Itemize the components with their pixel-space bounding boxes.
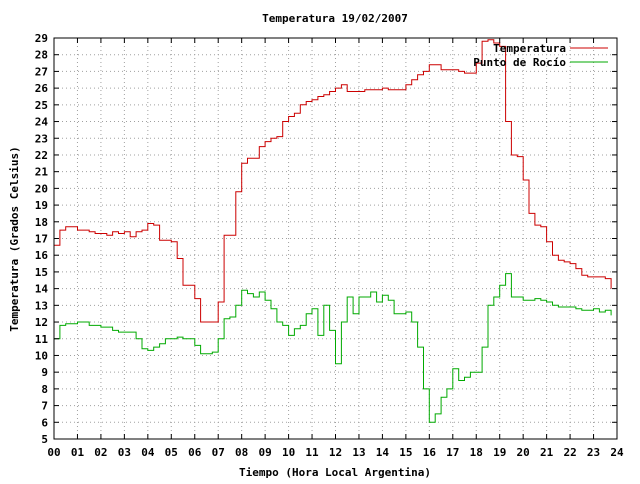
y-tick-label: 11	[35, 333, 49, 346]
x-tick-label: 00	[47, 446, 60, 459]
y-tick-label: 21	[35, 166, 49, 179]
x-tick-label: 17	[446, 446, 459, 459]
x-tick-label: 14	[376, 446, 390, 459]
y-tick-label: 9	[41, 366, 48, 379]
y-axis-label: Temperatura (Grados Celsius)	[8, 146, 21, 331]
x-tick-label: 20	[517, 446, 530, 459]
y-tick-label: 12	[35, 316, 48, 329]
y-tick-label: 22	[35, 149, 48, 162]
y-tick-label: 24	[35, 116, 49, 129]
y-tick-label: 8	[41, 383, 48, 396]
y-tick-label: 15	[35, 266, 48, 279]
y-tick-label: 25	[35, 99, 48, 112]
x-tick-label: 12	[329, 446, 342, 459]
y-tick-label: 18	[35, 216, 48, 229]
x-tick-label: 08	[235, 446, 248, 459]
y-tick-label: 14	[35, 283, 49, 296]
x-tick-label: 06	[188, 446, 202, 459]
x-tick-label: 02	[94, 446, 107, 459]
series-line-punto-de-rocio	[54, 273, 612, 423]
series-line-temperatura	[54, 39, 612, 323]
x-tick-label: 04	[141, 446, 155, 459]
series-layer	[54, 39, 612, 423]
x-tick-label: 09	[259, 446, 272, 459]
y-tick-label: 23	[35, 132, 48, 145]
x-tick-label: 23	[587, 446, 600, 459]
y-tick-label: 6	[41, 416, 48, 429]
x-tick-label: 03	[118, 446, 131, 459]
y-tick-label: 13	[35, 299, 48, 312]
x-tick-label: 01	[71, 446, 85, 459]
y-tick-label: 5	[41, 433, 48, 446]
x-tick-label: 21	[540, 446, 554, 459]
ticks: 00 01 02 03 04 05 06 07 08 09 10 11 12 13 14 15 16 17 18 19…	[35, 32, 624, 459]
x-tick-label: 24	[610, 446, 624, 459]
y-tick-label: 16	[35, 249, 49, 262]
chart-title: Temperatura 19/02/2007	[262, 12, 408, 25]
x-tick-label: 16	[423, 446, 437, 459]
x-tick-label: 07	[212, 446, 225, 459]
x-axis-label: Tiempo (Hora Local Argentina)	[239, 466, 431, 479]
y-tick-label: 26	[35, 82, 49, 95]
y-tick-label: 29	[35, 32, 48, 45]
legend-label: Punto de Rocío	[473, 56, 566, 69]
grid	[54, 38, 617, 439]
x-tick-label: 22	[563, 446, 576, 459]
x-tick-label: 11	[305, 446, 319, 459]
x-tick-label: 05	[165, 446, 178, 459]
y-tick-label: 7	[41, 400, 48, 413]
y-tick-label: 28	[35, 49, 48, 62]
y-tick-label: 17	[35, 233, 48, 246]
x-tick-label: 18	[470, 446, 483, 459]
legend-label: Temperatura	[493, 42, 566, 55]
y-tick-label: 19	[35, 199, 48, 212]
y-tick-label: 20	[35, 182, 48, 195]
y-tick-label: 10	[35, 349, 48, 362]
x-tick-label: 13	[352, 446, 365, 459]
y-tick-label: 27	[35, 65, 48, 78]
x-tick-label: 10	[282, 446, 295, 459]
x-tick-label: 15	[399, 446, 412, 459]
x-tick-label: 19	[493, 446, 506, 459]
